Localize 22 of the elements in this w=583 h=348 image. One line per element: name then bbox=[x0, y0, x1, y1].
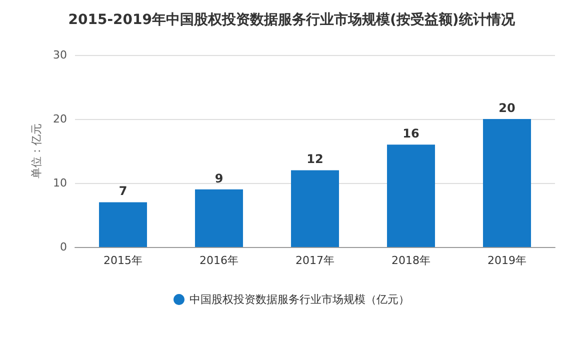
y-tick-label: 0 bbox=[60, 240, 67, 254]
data-label: 12 bbox=[306, 152, 324, 166]
bar bbox=[99, 202, 147, 247]
bar bbox=[195, 189, 243, 247]
y-tick-label: 10 bbox=[53, 176, 67, 190]
data-label: 9 bbox=[214, 171, 224, 186]
bar bbox=[483, 119, 531, 247]
bar bbox=[291, 170, 339, 247]
x-tick-label: 2016年 bbox=[200, 254, 238, 267]
x-tick-label: 2017年 bbox=[296, 254, 334, 267]
data-label: 7 bbox=[118, 184, 128, 198]
y-axis-title: 单位：亿元 bbox=[30, 124, 44, 178]
y-tick-label: 30 bbox=[53, 48, 67, 62]
bar bbox=[387, 144, 435, 247]
legend-label: 中国股权投资数据服务行业市场规模（亿元） bbox=[190, 293, 410, 306]
chart-title: 2015-2019年中国股权投资数据服务行业市场规模(按受益额)统计情况 bbox=[68, 11, 516, 28]
x-tick-label: 2019年 bbox=[488, 254, 526, 267]
data-label: 20 bbox=[498, 101, 516, 115]
data-label: 16 bbox=[402, 126, 420, 141]
x-tick-label: 2018年 bbox=[392, 254, 430, 267]
y-tick-label: 20 bbox=[53, 112, 67, 126]
x-tick-label: 2015年 bbox=[104, 254, 142, 267]
